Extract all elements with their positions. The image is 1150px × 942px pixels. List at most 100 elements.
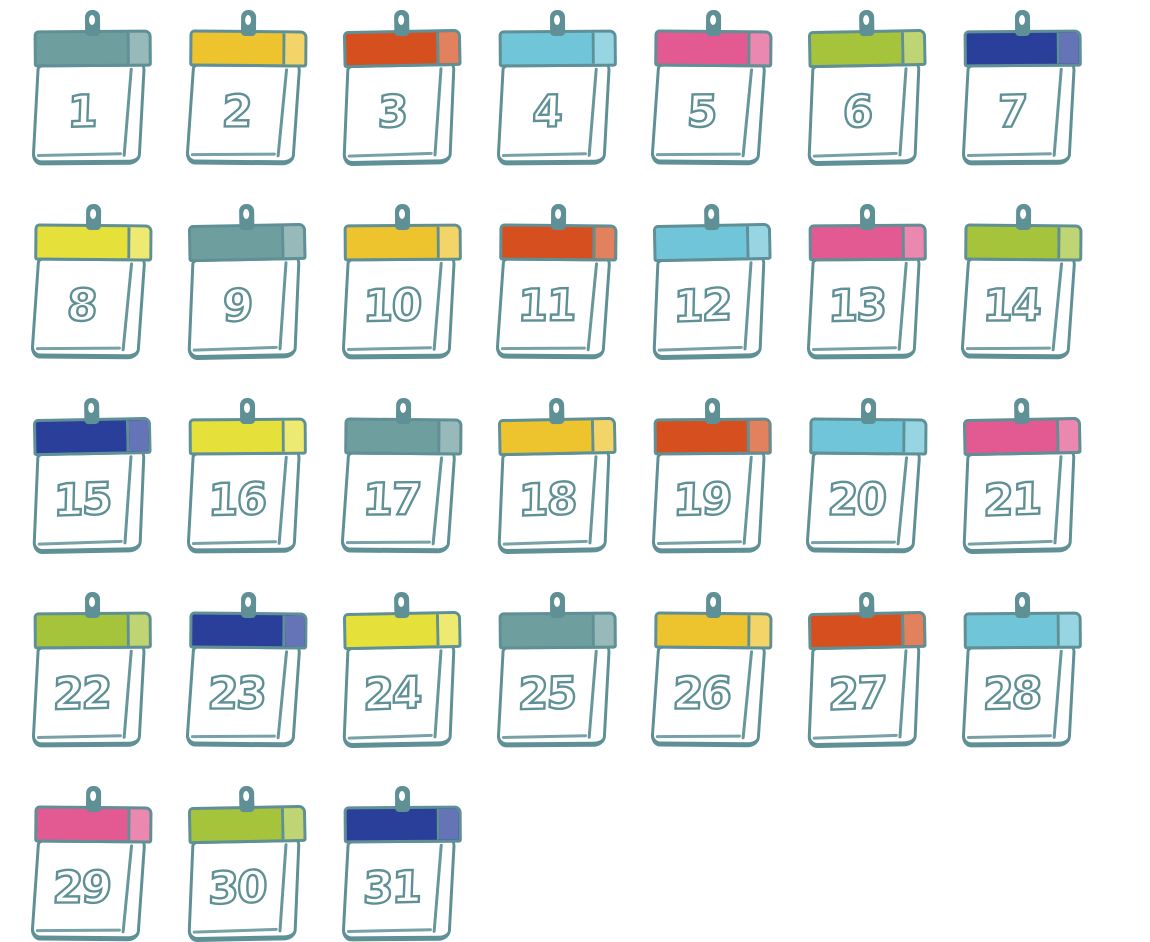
header-side-flap xyxy=(900,613,924,646)
ring-hole xyxy=(1018,14,1026,26)
calendar-page: 25 xyxy=(496,645,611,748)
calendar-page: 11 xyxy=(495,257,612,360)
ring-hole xyxy=(710,14,717,26)
calendar-page: 21 xyxy=(962,450,1076,555)
calendar-page: 12 xyxy=(652,256,766,361)
ring-hole xyxy=(243,402,251,414)
calendar-day-27: 27 xyxy=(807,591,928,751)
header-side-flap xyxy=(591,614,614,646)
calendar-page: 20 xyxy=(805,451,922,554)
hanger-ring-icon xyxy=(549,9,566,37)
header-side-flap xyxy=(745,225,769,258)
ring-hole xyxy=(710,596,717,608)
ring-hole xyxy=(708,208,715,220)
hanger-ring-icon xyxy=(393,9,410,37)
ring-hole xyxy=(1018,402,1025,414)
calendar-page: 9 xyxy=(187,256,301,361)
calendar-day-31: 31 xyxy=(341,785,462,942)
header-side-flap xyxy=(1056,32,1079,64)
sheet-stack-edge xyxy=(190,152,277,157)
day-number: 8 xyxy=(65,279,99,333)
day-number: 13 xyxy=(826,278,888,333)
day-number: 18 xyxy=(517,472,578,528)
calendar-page: 3 xyxy=(342,62,456,167)
ring-hole xyxy=(553,596,561,608)
calendar-day-6: 6 xyxy=(807,9,928,169)
sheet-stack-edge xyxy=(965,346,1052,351)
hanger-ring-icon xyxy=(704,397,721,425)
hanger-ring-icon xyxy=(238,785,255,813)
calendar-day-7: 7 xyxy=(961,9,1082,169)
header-side-flap xyxy=(590,419,614,452)
hanger-ring-icon xyxy=(858,591,875,619)
day-number: 22 xyxy=(51,666,113,721)
header-side-flap xyxy=(281,420,304,452)
calendar-page: 10 xyxy=(341,257,456,360)
hanger-ring-icon xyxy=(393,591,410,619)
ring-hole xyxy=(90,790,97,802)
header-side-flap xyxy=(436,226,459,258)
ring-hole xyxy=(398,790,406,802)
sheet-stack-edge xyxy=(655,734,742,739)
ring-hole xyxy=(863,596,870,608)
day-number: 2 xyxy=(220,85,254,139)
ring-hole xyxy=(708,402,716,414)
sheet-stack-edge xyxy=(967,539,1053,546)
sheet-stack-edge xyxy=(37,539,123,546)
calendar-page: 31 xyxy=(341,839,456,942)
day-number: 11 xyxy=(515,278,577,332)
hanger-ring-icon xyxy=(858,9,875,37)
ring-hole xyxy=(243,208,250,220)
hanger-ring-icon xyxy=(83,397,100,425)
calendar-page: 14 xyxy=(960,257,1077,360)
calendar-page: 6 xyxy=(807,62,921,167)
ring-hole xyxy=(555,208,562,220)
day-number: 7 xyxy=(995,84,1028,138)
calendar-day-20: 20 xyxy=(805,397,928,556)
hanger-ring-icon xyxy=(240,9,257,37)
header-side-flap xyxy=(591,32,614,64)
ring-hole xyxy=(88,402,95,414)
header-side-flap xyxy=(1057,227,1080,259)
sheet-stack-edge xyxy=(191,540,278,545)
hanger-ring-icon xyxy=(85,785,102,813)
day-number: 12 xyxy=(672,278,733,334)
calendar-day-1: 1 xyxy=(31,9,152,169)
hanger-ring-icon xyxy=(85,203,102,231)
sheet-stack-edge xyxy=(810,540,897,545)
day-number: 9 xyxy=(221,278,253,332)
calendar-page: 4 xyxy=(496,63,611,166)
calendar-page: 24 xyxy=(342,644,456,749)
hanger-ring-icon xyxy=(394,203,411,231)
day-number: 30 xyxy=(207,860,268,916)
header-side-flap xyxy=(592,227,615,259)
header-side-flap xyxy=(126,614,149,646)
ring-hole xyxy=(88,596,96,608)
ring-hole xyxy=(88,14,96,26)
day-number: 16 xyxy=(206,472,268,527)
sheet-stack-edge xyxy=(656,540,743,545)
sheet-stack-edge xyxy=(811,346,898,351)
ring-hole xyxy=(1018,596,1026,608)
sheet-stack-edge xyxy=(190,734,277,739)
calendar-day-10: 10 xyxy=(341,203,462,363)
calendar-day-17: 17 xyxy=(340,397,463,556)
sheet-stack-edge xyxy=(347,151,433,158)
sheet-stack-edge xyxy=(345,540,432,545)
calendar-day-3: 3 xyxy=(342,9,463,169)
hanger-ring-icon xyxy=(549,591,566,619)
hanger-ring-icon xyxy=(548,397,565,425)
calendar-day-5: 5 xyxy=(650,9,773,168)
header-side-flap xyxy=(280,225,304,258)
sheet-stack-edge xyxy=(966,734,1053,739)
day-number: 20 xyxy=(825,472,887,526)
header-side-flap xyxy=(127,809,150,841)
calendar-page: 17 xyxy=(340,451,457,554)
hanger-ring-icon xyxy=(550,203,567,231)
sheet-stack-edge xyxy=(657,345,743,352)
day-number: 26 xyxy=(670,666,732,720)
header-side-flap xyxy=(126,32,149,64)
calendar-day-2: 2 xyxy=(185,9,308,168)
calendar-day-28: 28 xyxy=(961,591,1082,751)
hanger-ring-icon xyxy=(1014,9,1031,37)
